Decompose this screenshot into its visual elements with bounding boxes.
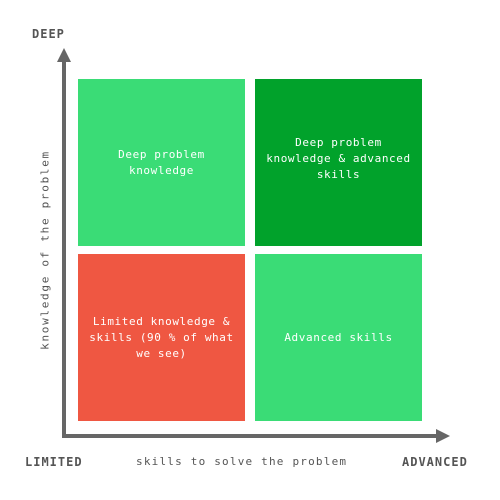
x-axis-right-label: ADVANCED [402, 455, 468, 469]
quadrant-label: Deep problem knowledge [118, 147, 205, 177]
quadrant-deep-knowledge-advanced-skills: Deep problem knowledge & advanced skills [255, 79, 422, 246]
x-axis-title: skills to solve the problem [136, 455, 348, 468]
x-axis-left-label: LIMITED [25, 455, 83, 469]
quadrant-deep-knowledge: Deep problem knowledge [78, 79, 245, 246]
y-axis-top-label: DEEP [32, 27, 65, 41]
quadrant-label: Limited knowledge & skills (90 % of what… [89, 314, 234, 360]
quadrant-label: Deep problem knowledge & advanced skills [266, 135, 411, 181]
quadrant-limited-knowledge-skills: Limited knowledge & skills (90 % of what… [78, 254, 245, 421]
quadrant-label: Advanced skills [284, 330, 393, 344]
y-axis-title: knowledge of the problem [38, 150, 52, 350]
quadrant-advanced-skills: Advanced skills [255, 254, 422, 421]
y-axis-arrowhead [57, 48, 71, 62]
x-axis-arrowhead [436, 429, 450, 443]
